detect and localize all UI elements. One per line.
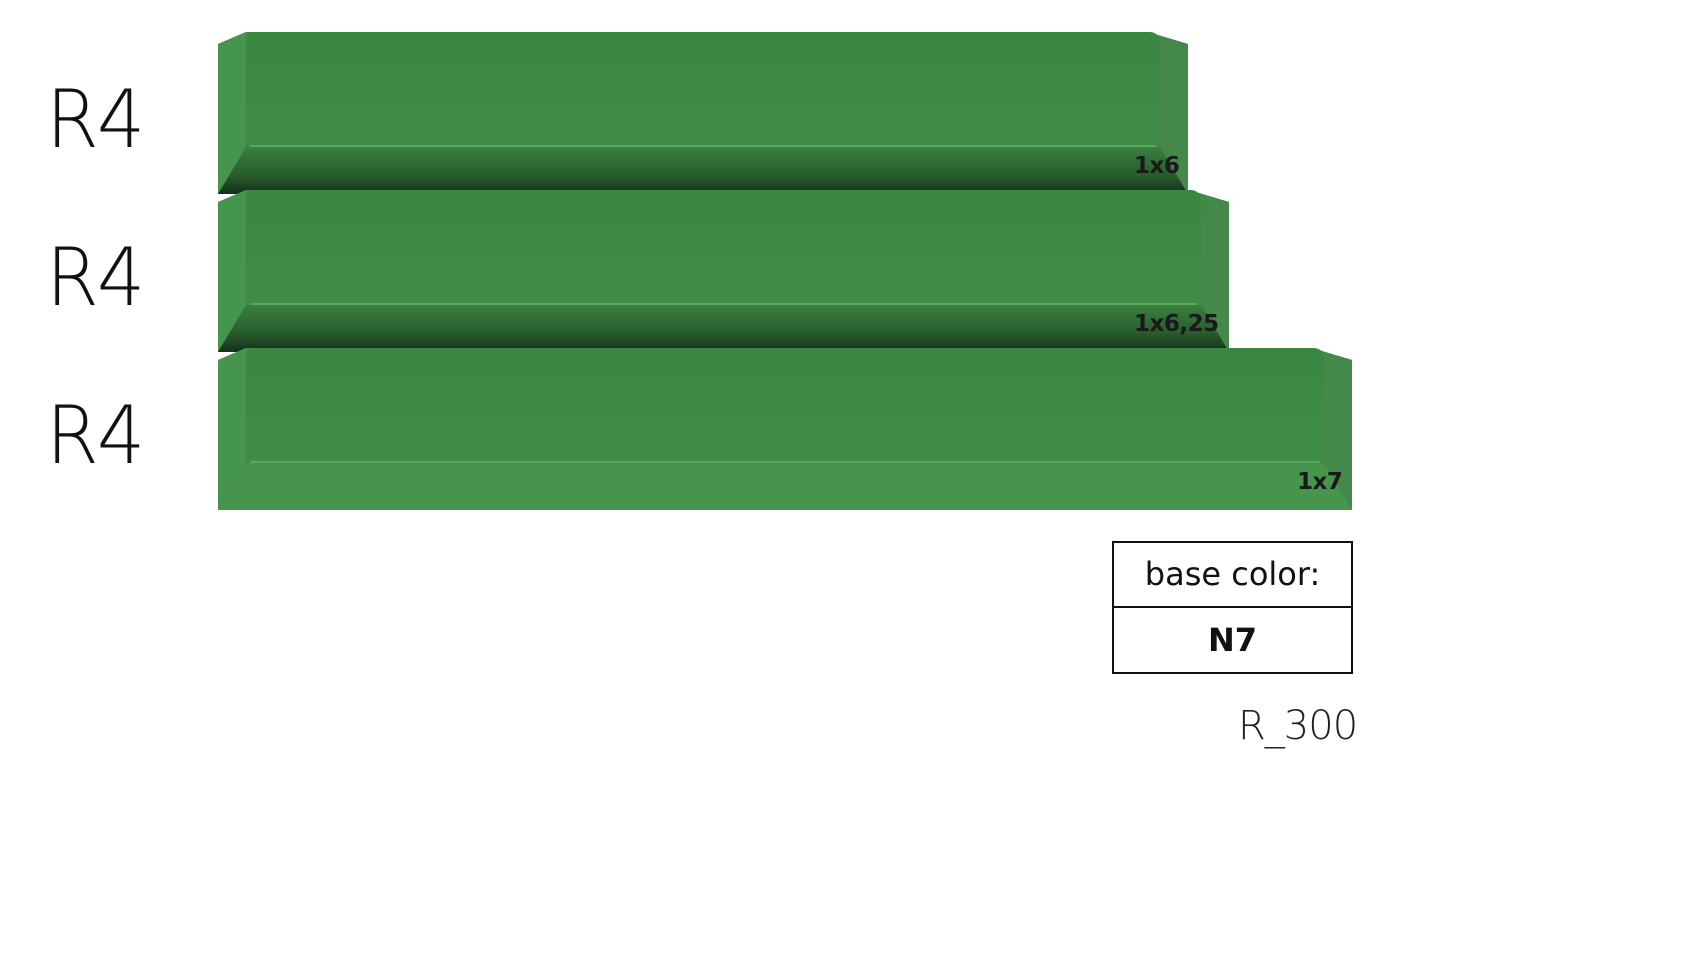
row-profile-label: R4	[46, 231, 145, 324]
keycap-size-label: 1x7	[1297, 469, 1343, 495]
keycap-1x6-25	[218, 190, 1229, 352]
base-color-table: base color: N7	[1112, 541, 1353, 674]
base-color-value: N7	[1207, 620, 1258, 659]
keycap-size-label: 1x6	[1134, 153, 1180, 179]
base-color-header: base color:	[1114, 543, 1351, 608]
keycap-1x6	[218, 32, 1188, 194]
keycap-1x7	[218, 348, 1352, 510]
product-code: R_300	[1238, 703, 1358, 749]
row-profile-label: R4	[46, 389, 145, 482]
keycap-size-label: 1x6,25	[1134, 311, 1219, 337]
row-profile-label: R4	[46, 73, 145, 166]
